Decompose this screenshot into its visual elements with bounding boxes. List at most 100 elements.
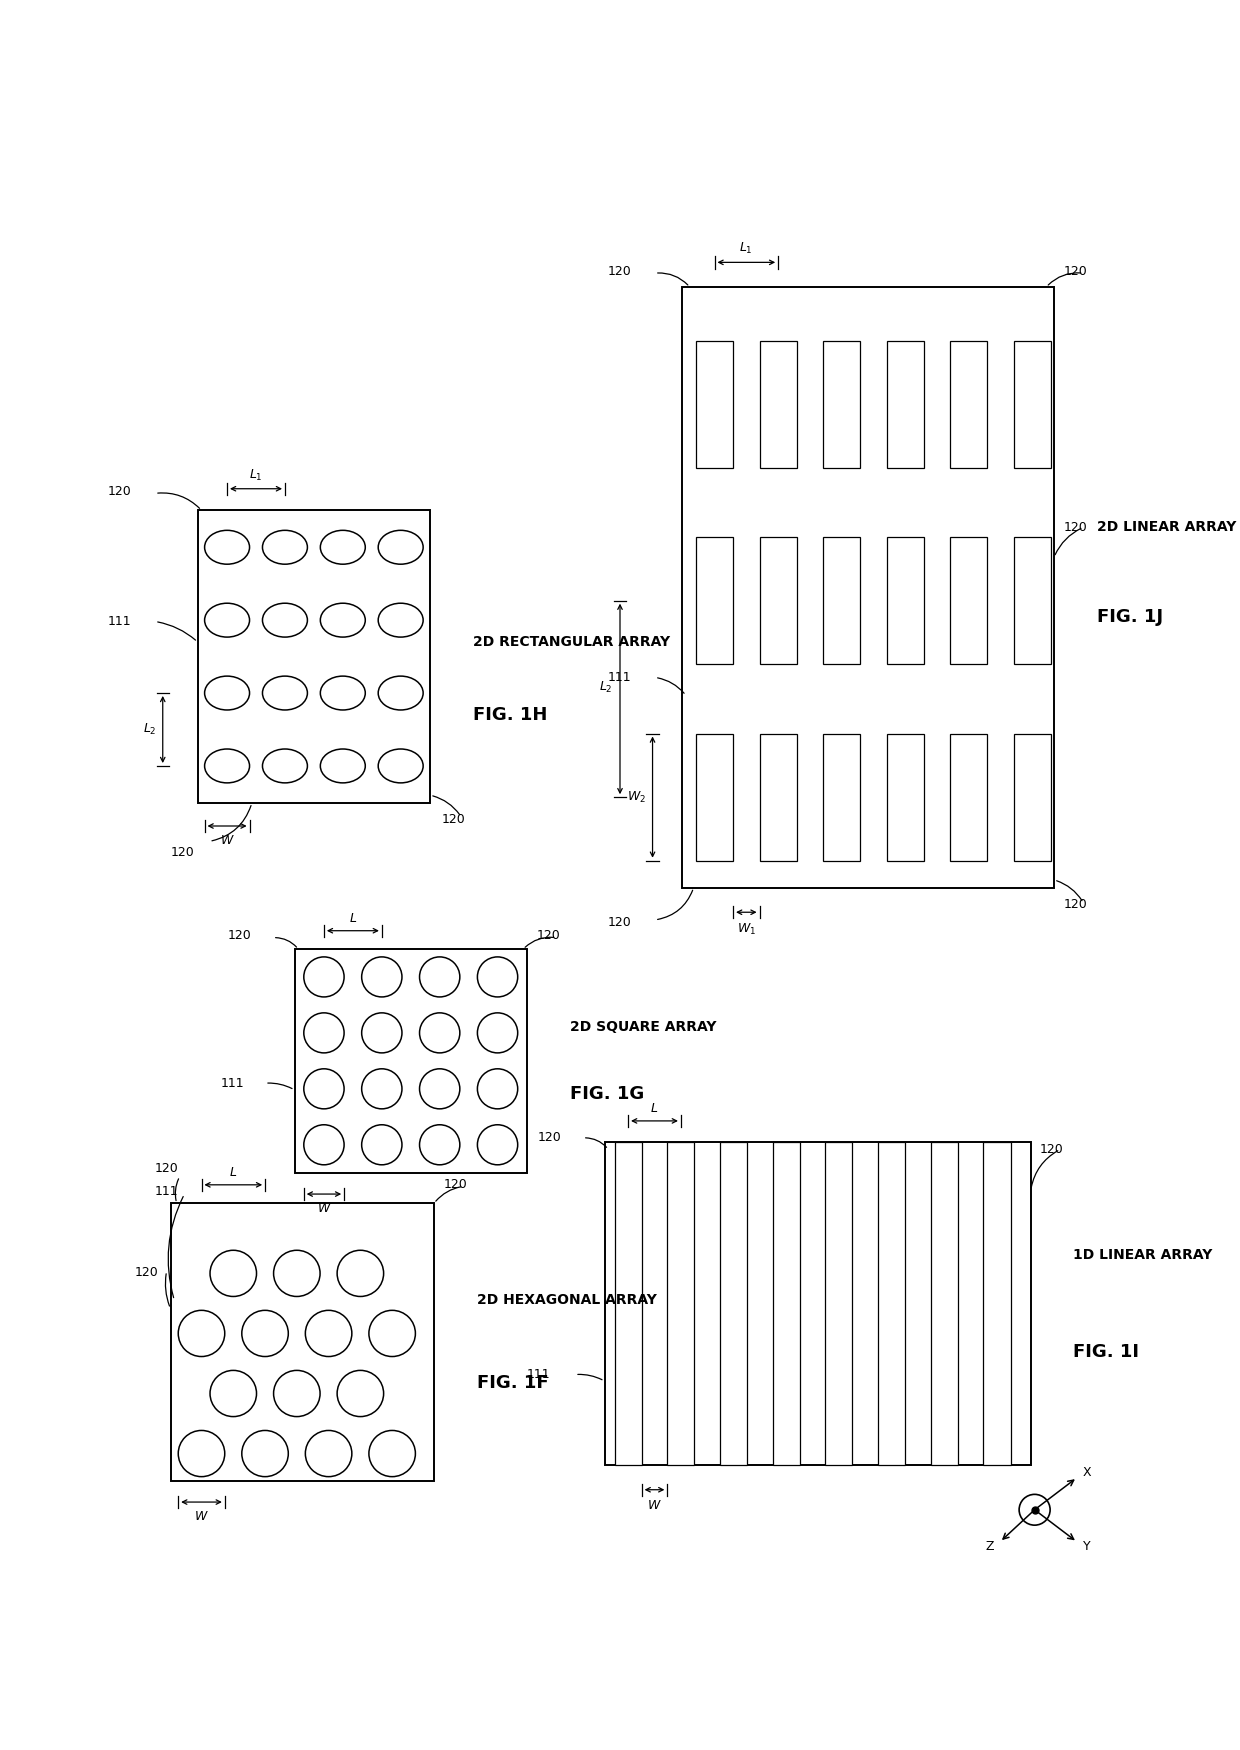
Ellipse shape <box>304 1013 345 1054</box>
Bar <box>878 1141 905 1465</box>
Ellipse shape <box>337 1370 383 1416</box>
Bar <box>823 537 861 665</box>
Text: $W_2$: $W_2$ <box>627 789 646 805</box>
Text: $L$: $L$ <box>650 1102 658 1115</box>
Ellipse shape <box>205 676 249 710</box>
Ellipse shape <box>337 1250 383 1297</box>
Bar <box>682 287 1054 887</box>
Text: 111: 111 <box>155 1185 179 1199</box>
Ellipse shape <box>378 676 423 710</box>
Text: 120: 120 <box>170 847 193 859</box>
Text: FIG. 1F: FIG. 1F <box>476 1374 548 1393</box>
Ellipse shape <box>263 604 308 637</box>
Ellipse shape <box>304 1125 345 1166</box>
Ellipse shape <box>304 957 345 998</box>
Ellipse shape <box>242 1311 288 1356</box>
Bar <box>696 733 733 861</box>
Text: FIG. 1I: FIG. 1I <box>1074 1342 1140 1362</box>
Ellipse shape <box>419 1013 460 1054</box>
Text: 1D LINEAR ARRAY: 1D LINEAR ARRAY <box>1074 1248 1213 1262</box>
Ellipse shape <box>362 1125 402 1166</box>
Bar <box>197 511 430 803</box>
Bar <box>696 341 733 467</box>
Ellipse shape <box>210 1370 257 1416</box>
Ellipse shape <box>419 1125 460 1166</box>
Text: $L$: $L$ <box>348 912 357 926</box>
Bar <box>983 1141 1011 1465</box>
Ellipse shape <box>370 1311 415 1356</box>
Text: X: X <box>1083 1466 1091 1479</box>
Text: 120: 120 <box>538 1130 562 1144</box>
Ellipse shape <box>362 957 402 998</box>
Bar <box>720 1141 746 1465</box>
Ellipse shape <box>477 1125 518 1166</box>
Bar <box>826 1141 852 1465</box>
Ellipse shape <box>362 1013 402 1054</box>
Text: 120: 120 <box>608 264 631 278</box>
Text: 120: 120 <box>108 485 131 497</box>
Ellipse shape <box>378 530 423 564</box>
Ellipse shape <box>419 957 460 998</box>
Bar <box>950 537 987 665</box>
Ellipse shape <box>274 1250 320 1297</box>
Text: FIG. 1H: FIG. 1H <box>472 705 547 724</box>
Bar <box>887 537 924 665</box>
Ellipse shape <box>320 530 366 564</box>
Text: 2D LINEAR ARRAY: 2D LINEAR ARRAY <box>1096 520 1236 534</box>
Text: 120: 120 <box>1040 1143 1064 1157</box>
Ellipse shape <box>305 1430 352 1477</box>
Text: 120: 120 <box>1063 898 1087 912</box>
Text: $L$: $L$ <box>229 1167 237 1180</box>
Text: Z: Z <box>986 1540 994 1554</box>
Bar <box>759 341 796 467</box>
Bar <box>773 1141 800 1465</box>
Ellipse shape <box>205 749 249 782</box>
Ellipse shape <box>477 957 518 998</box>
Ellipse shape <box>205 530 249 564</box>
Text: 111: 111 <box>221 1076 244 1090</box>
Text: 111: 111 <box>527 1368 551 1381</box>
Bar <box>615 1141 642 1465</box>
Text: 2D HEXAGONAL ARRAY: 2D HEXAGONAL ARRAY <box>476 1293 656 1307</box>
Ellipse shape <box>205 604 249 637</box>
Ellipse shape <box>320 604 366 637</box>
Ellipse shape <box>320 749 366 782</box>
Text: $W_1$: $W_1$ <box>737 922 756 936</box>
Ellipse shape <box>179 1311 224 1356</box>
Text: 120: 120 <box>135 1265 159 1279</box>
Bar <box>887 733 924 861</box>
Text: 120: 120 <box>1063 522 1087 534</box>
Text: 120: 120 <box>536 929 560 942</box>
Bar <box>759 537 796 665</box>
Bar <box>605 1141 1030 1465</box>
Ellipse shape <box>378 749 423 782</box>
Ellipse shape <box>242 1430 288 1477</box>
Text: $L_1$: $L_1$ <box>249 469 263 483</box>
Bar <box>950 341 987 467</box>
Bar <box>605 1141 1030 1465</box>
Text: 120: 120 <box>608 915 631 929</box>
Text: 2D SQUARE ARRAY: 2D SQUARE ARRAY <box>569 1020 717 1034</box>
Bar <box>682 287 1054 887</box>
Bar <box>1013 733 1050 861</box>
Bar <box>667 1141 694 1465</box>
Ellipse shape <box>304 1069 345 1110</box>
Ellipse shape <box>263 676 308 710</box>
Bar <box>823 341 861 467</box>
Bar <box>696 537 733 665</box>
Text: 120: 120 <box>1063 264 1087 278</box>
Text: $L_1$: $L_1$ <box>739 242 753 256</box>
Ellipse shape <box>477 1013 518 1054</box>
Ellipse shape <box>370 1430 415 1477</box>
Text: 111: 111 <box>608 670 631 684</box>
Ellipse shape <box>378 604 423 637</box>
Text: $L_2$: $L_2$ <box>599 679 613 695</box>
Bar <box>823 733 861 861</box>
Text: $L_2$: $L_2$ <box>143 723 156 737</box>
Ellipse shape <box>179 1430 224 1477</box>
Bar <box>1013 537 1050 665</box>
Ellipse shape <box>210 1250 257 1297</box>
Text: 120: 120 <box>155 1162 179 1176</box>
Text: $W$: $W$ <box>316 1202 331 1214</box>
Text: FIG. 1J: FIG. 1J <box>1096 609 1163 626</box>
